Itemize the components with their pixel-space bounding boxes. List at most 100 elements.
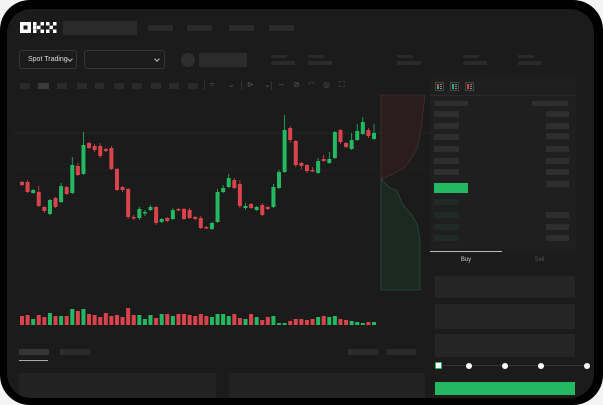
filter-button[interactable] [348, 349, 378, 355]
target-icon[interactable]: ◎ [323, 80, 330, 89]
chevron-down-icon[interactable]: ⌄ [264, 80, 271, 89]
volume-bar [344, 320, 349, 325]
volume-bar [182, 314, 187, 325]
timeframe-button[interactable] [77, 83, 87, 89]
fullscreen-icon[interactable]: ⛶ [339, 80, 345, 89]
volume-bar [332, 316, 337, 325]
candle [126, 188, 131, 219]
market-type-dropdown[interactable]: Spot Trading [19, 50, 77, 69]
timeframe-button[interactable] [114, 83, 124, 89]
divider [241, 81, 242, 90]
candle [249, 203, 254, 209]
candle-body [366, 130, 371, 136]
candle-body [159, 219, 164, 222]
timeframe-button[interactable] [95, 83, 104, 89]
candle [299, 162, 304, 169]
volume-bar [109, 316, 114, 325]
candle [98, 143, 103, 158]
candle [226, 174, 231, 188]
candle-body [25, 182, 30, 192]
nav-item[interactable] [229, 25, 254, 31]
volume-bar [243, 319, 248, 325]
orderbook-both-icon[interactable] [435, 82, 444, 91]
candle [304, 164, 309, 173]
total-input[interactable] [435, 334, 575, 357]
candle-body [42, 207, 47, 211]
orders-panel [19, 373, 216, 398]
candle-body [226, 178, 231, 187]
candle-body [176, 209, 181, 211]
buy-submit-button[interactable] [435, 382, 575, 395]
candle-body [53, 198, 58, 207]
candle [271, 184, 276, 208]
amount-input[interactable] [435, 304, 575, 329]
volume-bar [114, 315, 119, 325]
timeframe-button[interactable] [38, 83, 49, 89]
volume-bar [304, 320, 309, 325]
search-bar[interactable] [63, 21, 137, 35]
volume-bar [198, 314, 203, 325]
timeframe-button[interactable] [151, 83, 161, 89]
volume-bar [232, 314, 237, 325]
gauge-icon[interactable]: ◠ [308, 80, 315, 89]
candle [36, 186, 41, 207]
candle [187, 208, 192, 219]
candle [31, 189, 36, 194]
chart-type-icon[interactable]: ⊳ [247, 80, 254, 89]
timeframe-button[interactable] [57, 83, 67, 89]
candle [360, 117, 365, 135]
candle [243, 203, 248, 210]
candle [176, 208, 181, 211]
candle-body [310, 170, 315, 172]
candle-body [31, 190, 36, 193]
candle-body [232, 180, 237, 188]
volume-bar [120, 317, 125, 325]
sell-tab[interactable]: Sell [534, 257, 545, 263]
okx-logo[interactable] [20, 22, 57, 34]
chevron-down-icon[interactable]: ⌄ [228, 80, 235, 89]
ruler-icon[interactable]: ⊘ [293, 80, 300, 89]
timeframe-button[interactable] [20, 83, 30, 89]
orderbook-sell-icon[interactable] [465, 82, 474, 91]
timeframe-button[interactable] [188, 83, 198, 89]
volume-bar [327, 317, 332, 325]
nav-item[interactable] [269, 25, 294, 31]
candlestick-chart[interactable] [7, 9, 594, 398]
candle-body [293, 141, 298, 165]
price-input[interactable] [435, 276, 575, 298]
candle [92, 144, 97, 152]
candle [53, 197, 58, 208]
candle [265, 206, 270, 210]
timeframe-button[interactable] [132, 83, 142, 89]
timeframe-button[interactable] [169, 83, 179, 89]
volume-bar [87, 314, 92, 325]
indicator-icon[interactable]: ≈ [210, 80, 215, 89]
candle-body [131, 217, 136, 219]
candle [332, 131, 337, 159]
candle [182, 208, 187, 220]
slider-handle[interactable] [435, 362, 442, 369]
buy-tab[interactable]: Buy [460, 257, 472, 263]
candle-body [170, 210, 175, 219]
candle [349, 133, 354, 150]
volume-bar [42, 317, 47, 325]
volume-bar [59, 316, 64, 325]
tab-order-history[interactable] [60, 349, 90, 355]
volume-bar [31, 319, 36, 325]
nav-item[interactable] [187, 25, 212, 31]
filter-button[interactable] [386, 349, 416, 355]
volume-bar [366, 322, 371, 325]
candle-body [221, 188, 226, 192]
tab-open-orders[interactable] [19, 349, 49, 355]
volume-bar [36, 315, 41, 325]
candle-body [265, 207, 270, 209]
app-screen: Spot Trading ≈ ⌄ ⊳ ⌄ ∼ ⊘ ◠ ◎ ⛶ [7, 9, 594, 398]
candle-body [372, 133, 376, 139]
volume-bar [47, 313, 52, 325]
line-icon[interactable]: ∼ [278, 80, 285, 89]
candle-body [321, 159, 326, 161]
nav-item[interactable] [148, 25, 173, 31]
pair-select[interactable] [84, 50, 165, 69]
orderbook-buy-icon[interactable] [450, 82, 459, 91]
candle [198, 216, 203, 229]
